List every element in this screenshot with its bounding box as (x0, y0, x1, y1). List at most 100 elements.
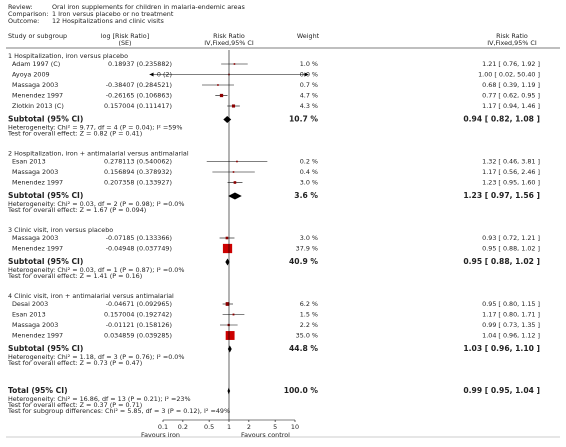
note: Heterogeneity: Chi² = 0.03, df = 1 (P = … (8, 266, 184, 274)
weight-square (233, 181, 237, 184)
group-title: 3 Clinic visit, iron versus placebo (8, 226, 113, 234)
study-name: Desai 2003 (12, 300, 48, 308)
note: Test for subgroup differences: Chi² = 5.… (7, 407, 230, 415)
study-logrr: -0.01121 (0.158126) (106, 321, 172, 329)
study-logrr: -0.04948 (0.037749) (106, 245, 172, 253)
note: Test for overall effect: Z = 0.82 (P = 0… (7, 130, 142, 138)
study-rr: 0.93 [ 0.72, 1.21 ] (482, 234, 540, 242)
study-rr: 1.32 [ 0.46, 3.81 ] (482, 158, 540, 166)
study-weight: 4.7 % (300, 92, 318, 100)
study-rr: 1.17 [ 0.56, 2.46 ] (482, 168, 540, 176)
weight-square (231, 104, 236, 108)
x-tick-label: 0.5 (204, 423, 214, 431)
study-rr: 0.99 [ 0.73, 1.35 ] (482, 321, 540, 329)
study-rr: 1.17 [ 0.80, 1.71 ] (482, 311, 540, 319)
study-weight: 0.2 % (300, 158, 318, 166)
weight-square (236, 160, 238, 163)
note: Heterogeneity: Chi² = 0.03, df = 2 (P = … (8, 200, 184, 208)
col-logrr: log [Risk Ratio] (101, 32, 149, 40)
study-name: Adam 1997 (C) (12, 60, 60, 68)
subtotal-weight: 44.8 % (289, 344, 318, 353)
study-weight: 37.9 % (296, 245, 318, 253)
x-tick-label: 0.2 (178, 423, 188, 431)
x-tick-label: 2 (247, 423, 251, 431)
study-name: Esan 2013 (12, 311, 46, 319)
study-weight: 1.5 % (300, 311, 318, 319)
weight-square (222, 243, 233, 254)
note: Heterogeneity: Chi² = 9.77, df = 4 (P = … (8, 124, 182, 132)
col-logrr: (SE) (118, 39, 131, 47)
study-name: Massaga 2003 (12, 81, 58, 89)
study-logrr: 0.207358 (0.133927) (104, 179, 172, 187)
x-tick-label: 10 (291, 423, 299, 431)
note: Heterogeneity: Chi² = 1.18, df = 3 (P = … (8, 353, 184, 361)
study-name: Menendez 1997 (12, 245, 63, 253)
subtotal-label: Subtotal (95% CI) (8, 115, 83, 124)
ci-arrow (304, 72, 309, 77)
x-tick-label: 5 (273, 423, 277, 431)
study-logrr: -0.04671 (0.092965) (106, 300, 172, 308)
study-rr: 1.21 [ 0.76, 1.92 ] (482, 60, 540, 68)
diamond (227, 345, 232, 353)
note: Test for overall effect: Z = 0.37 (P = 0… (7, 401, 142, 409)
subtotal-label: Subtotal (95% CI) (8, 257, 83, 266)
study-name: Menendez 1997 (12, 179, 63, 187)
study-weight: 0.4 % (300, 168, 318, 176)
study-name: Massaga 2003 (12, 234, 58, 242)
subtotal-weight: 100.0 % (284, 386, 319, 395)
study-name: Massaga 2003 (12, 321, 58, 329)
study-rr: 0.95 [ 0.80, 1.15 ] (482, 300, 540, 308)
weight-square (225, 331, 235, 340)
study-rr: 1.23 [ 0.95, 1.60 ] (482, 179, 540, 187)
subtotal-weight: 10.7 % (289, 115, 318, 124)
subtotal-rr: 1.03 [ 0.96, 1.10 ] (463, 344, 540, 353)
study-weight: 35.0 % (296, 332, 318, 340)
subtotal-label: Subtotal (95% CI) (8, 344, 83, 353)
study-logrr: -0.26165 (0.106863) (106, 92, 172, 100)
study-weight: 4.3 % (300, 102, 318, 110)
col-study: Study or subgroup (8, 32, 67, 40)
header-value: 12 Hospitalizations and clinic visits (52, 17, 165, 25)
study-weight: 3.0 % (300, 179, 318, 187)
weight-square (232, 171, 235, 173)
ci-arrow (149, 72, 154, 77)
x-tick-label: 0.1 (158, 423, 168, 431)
study-name: Menendez 1997 (12, 92, 63, 100)
study-rr: 0.95 [ 0.88, 1.02 ] (482, 245, 540, 253)
subtotal-label: Total (95% CI) (8, 386, 68, 395)
header-key: Review: (8, 3, 33, 11)
col-weight: Weight (297, 32, 320, 40)
study-rr: 0.77 [ 0.62, 0.95 ] (482, 92, 540, 100)
diamond (223, 116, 232, 123)
subtotal-weight: 40.9 % (289, 257, 318, 266)
note: Test for overall effect: Z = 1.67 (P = 0… (7, 206, 146, 214)
x-label-right: Favours control (241, 431, 290, 439)
note: Test for overall effect: Z = 1.41 (P = 0… (7, 272, 142, 280)
weight-square (233, 63, 236, 65)
study-logrr: 0.157004 (0.111417) (104, 102, 172, 110)
diamond (228, 192, 242, 200)
x-tick-label: 1 (227, 423, 231, 431)
subtotal-weight: 3.6 % (294, 191, 318, 200)
study-name: Massaga 2003 (12, 168, 58, 176)
study-logrr: 0.18937 (0.235882) (108, 60, 172, 68)
study-name: Esan 2013 (12, 158, 46, 166)
weight-square (232, 313, 235, 316)
study-weight: 2.2 % (300, 321, 318, 329)
group-title: 4 Clinic visit, iron + antimalarial vers… (8, 292, 174, 300)
weight-square (217, 84, 219, 86)
subtotal-rr: 0.99 [ 0.95, 1.04 ] (463, 386, 540, 395)
col-plot: Risk Ratio (213, 32, 245, 40)
study-weight: 6.2 % (300, 300, 318, 308)
header-value: Oral iron supplements for children in ma… (52, 3, 245, 11)
study-weight: 0.0 % (300, 71, 318, 79)
note: Heterogeneity: Chi² = 16.86, df = 13 (P … (8, 395, 191, 403)
weight-square (219, 93, 224, 98)
study-weight: 1.0 % (300, 60, 318, 68)
study-rr: 1.17 [ 0.94, 1.46 ] (482, 102, 540, 110)
header-value: 1 Iron versus placebo or no treatment (52, 10, 174, 18)
study-logrr: -0.38407 (0.284521) (106, 81, 172, 89)
study-weight: 3.0 % (300, 234, 318, 242)
x-label-left: Favours iron (141, 431, 180, 439)
